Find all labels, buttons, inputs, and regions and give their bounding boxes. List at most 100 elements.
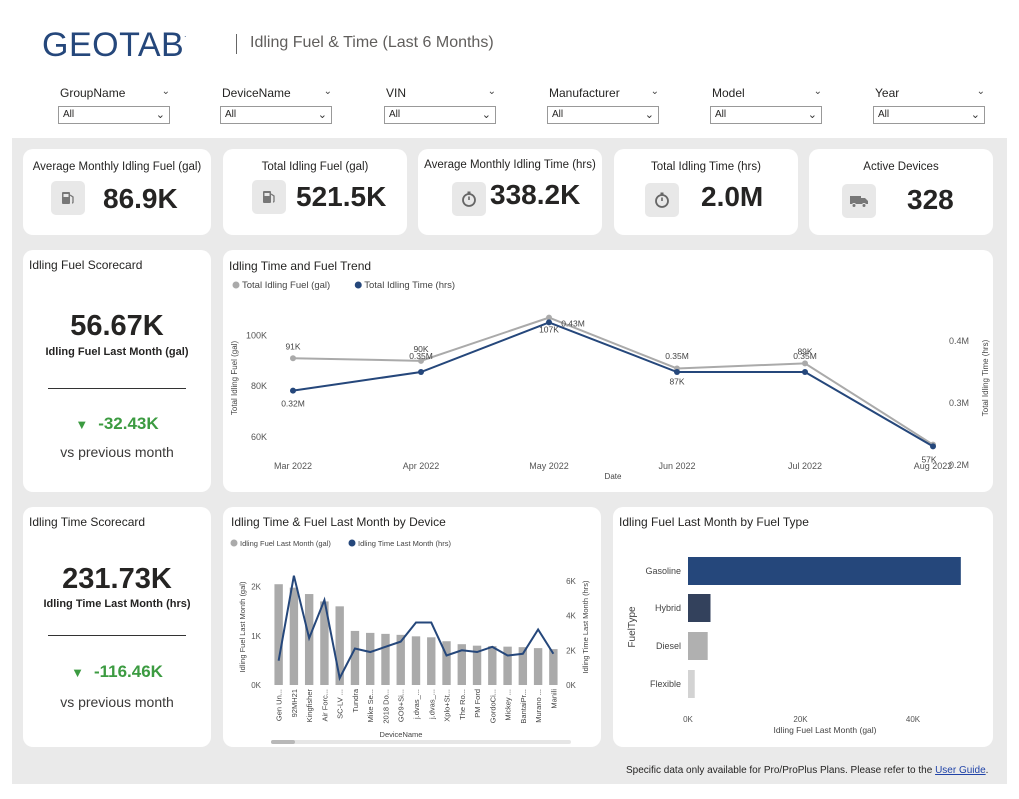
scorecard-delta: ▼ -116.46K	[71, 662, 163, 681]
kpi-card-active-devices[interactable]: Active Devices 328	[809, 149, 993, 235]
y2-axis-label: Idling Time Last Month (hrs)	[581, 580, 590, 673]
filter-dropdown[interactable]: All ⌄	[58, 106, 170, 124]
x-tick-label: 92MH21	[290, 689, 299, 717]
device-chart: Idling Time & Fuel Last Month by Device I…	[230, 515, 590, 744]
down-arrow-icon: ▼	[75, 417, 89, 432]
x-tick-label: The Ro...	[458, 689, 467, 720]
data-label: 57K	[921, 455, 936, 465]
kpi-card-total-time[interactable]: Total Idling Time (hrs) 2.0M	[614, 149, 798, 235]
chevron-down-icon: ⌄	[317, 109, 327, 121]
filter-label: Model ⌄	[712, 86, 822, 100]
filter-dropdown[interactable]: All ⌄	[384, 106, 496, 124]
kpi-value: 328	[907, 184, 954, 215]
device-chart-card[interactable]: Idling Time & Fuel Last Month by Device I…	[223, 507, 601, 747]
data-point	[418, 357, 424, 364]
kpi-card-total-fuel[interactable]: Total Idling Fuel (gal) 521.5K	[223, 149, 407, 235]
filter-dropdown[interactable]: All ⌄	[547, 106, 659, 124]
trend-chart-card[interactable]: Idling Time and Fuel Trend Total Idling F…	[223, 250, 993, 492]
kpi-card-avg-fuel[interactable]: Average Monthly Idling Fuel (gal) 86.9K	[23, 149, 211, 235]
x-tick-label: Mike Se...	[366, 689, 375, 722]
x-tick-label: Jul 2022	[788, 461, 822, 471]
y2-tick-label: 4K	[566, 612, 576, 621]
x-tick-label: Xplo+St...	[443, 689, 452, 722]
chevron-down-icon: ⌄	[807, 109, 817, 121]
legend-marker	[348, 539, 356, 547]
bar	[488, 646, 497, 685]
scorecard-label: Idling Time Last Month (hrs)	[43, 598, 191, 610]
x-tick-label: 2018 Do...	[381, 689, 390, 724]
chevron-down-icon: ⌄	[644, 109, 654, 121]
report-canvas: Average Monthly Idling Fuel (gal) 86.9K …	[12, 138, 1007, 784]
filter-devicename: DeviceName ⌄ All ⌄	[220, 86, 332, 124]
kpi-value: 2.0M	[701, 181, 764, 212]
kpi-value: 338.2K	[490, 179, 581, 210]
chevron-down-icon[interactable]: ⌄	[976, 86, 985, 97]
bar	[381, 633, 390, 685]
bar	[427, 637, 436, 685]
x-tick-label: Tundra	[351, 688, 360, 712]
chevron-down-icon[interactable]: ⌄	[813, 86, 822, 97]
user-guide-link[interactable]: User Guide	[935, 765, 986, 776]
bar	[457, 644, 466, 685]
bar	[274, 584, 283, 685]
kpi-card-avg-time[interactable]: Average Monthly Idling Time (hrs) 338.2K	[418, 149, 602, 235]
bar	[335, 606, 344, 685]
report-header: GEOTAB. Idling Fuel & Time (Last 6 Month…	[0, 0, 1019, 138]
x-tick-label: GordoCi...	[488, 689, 497, 723]
x-axis-label: Date	[605, 472, 622, 481]
chevron-down-icon[interactable]: ⌄	[487, 86, 496, 97]
truck-icon	[842, 184, 876, 218]
x-tick-label: Murano ...	[534, 689, 543, 723]
divider	[48, 635, 186, 636]
y-tick-label: Flexible	[650, 679, 681, 689]
x-tick-label: SC-LV ...	[336, 689, 345, 719]
y-tick-label: 60K	[251, 432, 267, 442]
x-axis-label: Idling Fuel Last Month (gal)	[774, 725, 877, 735]
data-label: 0.35M	[793, 351, 817, 361]
x-tick-label: Gen Un...	[275, 689, 284, 721]
data-label: 0.35M	[665, 351, 689, 361]
chart-title: Idling Fuel Last Month by Fuel Type	[619, 515, 809, 529]
x-tick-label: Manili	[549, 689, 558, 709]
filter-manufacturer: Manufacturer ⌄ All ⌄	[547, 86, 659, 124]
fueltype-chart-card[interactable]: Idling Fuel Last Month by Fuel Type Gasol…	[613, 507, 993, 747]
x-tick-label: GO9+Si...	[397, 689, 406, 722]
scrollbar-track[interactable]	[271, 740, 571, 744]
y2-axis-label: Total Idling Time (hrs)	[981, 339, 990, 416]
chevron-down-icon[interactable]: ⌄	[323, 86, 332, 97]
chart-title: Idling Time and Fuel Trend	[229, 259, 371, 273]
kpi-title: Total Idling Time (hrs)	[651, 161, 761, 173]
data-label: 91K	[285, 341, 300, 351]
bar	[366, 632, 375, 685]
x-tick-label: May 2022	[529, 461, 569, 471]
legend-label: Total Idling Fuel (gal)	[242, 280, 330, 291]
fuel-pump-icon	[51, 181, 85, 215]
scrollbar-thumb[interactable]	[271, 740, 295, 744]
divider	[48, 388, 186, 389]
fuel-scorecard[interactable]: Idling Fuel Scorecard 56.67K Idling Fuel…	[23, 250, 211, 492]
series-line	[292, 316, 934, 446]
y2-tick-label: 0.3M	[949, 398, 969, 408]
stopwatch-icon	[645, 183, 679, 217]
data-label: 107K	[539, 325, 559, 335]
chevron-down-icon[interactable]: ⌄	[650, 86, 659, 97]
x-tick-label: j.dvas_...	[427, 689, 436, 720]
scorecard-comparison: vs previous month	[60, 694, 174, 710]
y-tick-label: 80K	[251, 381, 267, 391]
y2-tick-label: 0.2M	[949, 460, 969, 470]
x-tick-label: 20K	[793, 715, 808, 724]
filter-dropdown[interactable]: All ⌄	[220, 106, 332, 124]
card-title: Idling Time Scorecard	[29, 515, 146, 529]
x-tick-label: Apr 2022	[403, 461, 440, 471]
card-title: Idling Fuel Scorecard	[29, 258, 143, 272]
x-tick-label: PM Ford	[473, 689, 482, 718]
series-line	[292, 321, 934, 448]
down-arrow-icon: ▼	[71, 665, 84, 680]
x-tick-label: 40K	[906, 715, 921, 724]
filter-dropdown[interactable]: All ⌄	[873, 106, 985, 124]
chevron-down-icon[interactable]: ⌄	[161, 86, 170, 97]
filter-dropdown[interactable]: All ⌄	[710, 106, 822, 124]
y2-tick-label: 0.4M	[949, 336, 969, 346]
fueltype-chart: Idling Fuel Last Month by Fuel Type Gasol…	[619, 515, 961, 735]
time-scorecard[interactable]: Idling Time Scorecard 231.73K Idling Tim…	[23, 507, 211, 747]
